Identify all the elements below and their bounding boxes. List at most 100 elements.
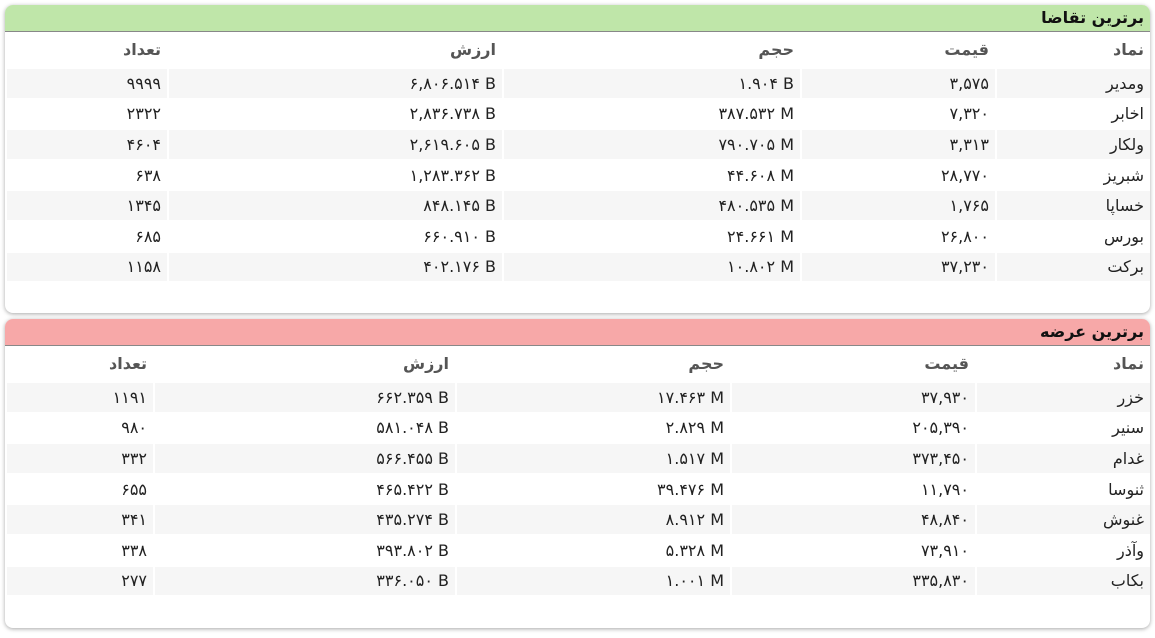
volume-cell: ۴۴.۶۰۸ M bbox=[502, 160, 800, 192]
table-row: برکت ۳۷,۲۳۰ ۱۰.۸۰۲ M ۴۰۲.۱۷۶ B ۱۱۵۸ bbox=[5, 252, 1150, 284]
count-cell: ۲۳۲۲ bbox=[5, 99, 167, 131]
symbol-cell: وآذر bbox=[975, 535, 1150, 567]
count-text: ۳۳۸ bbox=[121, 540, 147, 560]
symbol-cell: برکت bbox=[995, 252, 1150, 284]
value-cell: ۸۴۸.۱۴۵ B bbox=[167, 191, 502, 222]
symbol-text: ثنوسا bbox=[1108, 479, 1144, 499]
price-text: ۳۷,۲۳۰ bbox=[940, 257, 989, 277]
count-cell: ۹۹۹۹ bbox=[5, 69, 167, 100]
value-cell: ۳۹۳.۸۰۲ B bbox=[153, 535, 455, 567]
symbol-text: برکت bbox=[1107, 257, 1144, 277]
volume-cell: ۱.۹۰۴ B bbox=[502, 69, 800, 100]
value-text: ۱,۲۸۳.۳۶۲ B bbox=[409, 165, 496, 185]
column-header: قیمت bbox=[800, 32, 995, 69]
volume-cell: ۲.۸۲۹ M bbox=[455, 413, 730, 445]
symbol-cell: ولکار bbox=[995, 130, 1150, 161]
value-text: ۴۳۵.۲۷۴ B bbox=[376, 510, 449, 530]
table-row: غنوش ۴۸,۸۴۰ ۸.۹۱۲ M ۴۳۵.۲۷۴ B ۳۴۱ bbox=[5, 505, 1150, 536]
price-cell: ۳,۵۷۵ bbox=[800, 69, 995, 100]
symbol-text: ومدیر bbox=[1106, 73, 1144, 93]
column-header: تعداد bbox=[5, 32, 167, 69]
volume-text: ۱.۰۰۱ M bbox=[665, 571, 724, 591]
symbol-text: وآذر bbox=[1116, 540, 1144, 560]
symbol-cell: غدام bbox=[975, 444, 1150, 475]
volume-cell: ۷۹۰.۷۰۵ M bbox=[502, 130, 800, 161]
price-text: ۲۸,۷۷۰ bbox=[940, 165, 989, 185]
symbol-text: غنوش bbox=[1103, 510, 1144, 530]
count-text: ۹۸۰ bbox=[121, 418, 147, 438]
value-cell: ۴۳۵.۲۷۴ B bbox=[153, 505, 455, 536]
price-text: ۲۶,۸۰۰ bbox=[940, 226, 989, 246]
price-cell: ۳۳۵,۸۳۰ bbox=[730, 566, 975, 598]
count-cell: ۱۱۹۱ bbox=[5, 383, 153, 414]
column-header: ارزش bbox=[167, 32, 502, 69]
symbol-cell: خساپا bbox=[995, 191, 1150, 222]
count-text: ۱۱۵۸ bbox=[126, 257, 161, 277]
value-cell: ۶۶۲.۳۵۹ B bbox=[153, 383, 455, 414]
price-cell: ۳۷۳,۴۵۰ bbox=[730, 444, 975, 475]
header-row: نماد قیمت حجم ارزش تعداد bbox=[5, 32, 1150, 69]
count-cell: ۶۸۵ bbox=[5, 221, 167, 253]
price-cell: ۲۸,۷۷۰ bbox=[800, 160, 995, 192]
column-header: حجم bbox=[502, 32, 800, 69]
volume-cell: ۳۸۷.۵۳۲ M bbox=[502, 99, 800, 131]
demand-panel: برترین تقاضا نماد قیمت حجم ارزش تعداد ومدیر ۳,… bbox=[5, 5, 1150, 313]
symbol-cell: خزر bbox=[975, 383, 1150, 414]
value-text: ۶۶۰.۹۱۰ B bbox=[423, 226, 496, 246]
price-text: ۳,۵۷۵ bbox=[949, 73, 989, 93]
volume-cell: ۱.۵۱۷ M bbox=[455, 444, 730, 475]
price-text: ۷۳,۹۱۰ bbox=[920, 540, 969, 560]
table-row: غدام ۳۷۳,۴۵۰ ۱.۵۱۷ M ۵۶۶.۴۵۵ B ۳۳۲ bbox=[5, 444, 1150, 475]
volume-cell: ۳۹.۴۷۶ M bbox=[455, 474, 730, 506]
count-cell: ۹۸۰ bbox=[5, 413, 153, 445]
column-header: نماد bbox=[975, 346, 1150, 383]
volume-text: ۳۸۷.۵۳۲ M bbox=[718, 104, 794, 124]
symbol-text: شبریز bbox=[1103, 165, 1144, 185]
price-cell: ۲۶,۸۰۰ bbox=[800, 221, 995, 253]
price-cell: ۷,۳۲۰ bbox=[800, 99, 995, 131]
value-text: ۸۴۸.۱۴۵ B bbox=[423, 196, 496, 216]
volume-cell: ۱.۰۰۱ M bbox=[455, 566, 730, 598]
price-text: ۳۷۳,۴۵۰ bbox=[912, 448, 969, 468]
table-row: اخابر ۷,۳۲۰ ۳۸۷.۵۳۲ M ۲,۸۳۶.۷۳۸ B ۲۳۲۲ bbox=[5, 99, 1150, 131]
value-text: ۶,۸۰۶.۵۱۴ B bbox=[409, 73, 496, 93]
count-text: ۳۴۱ bbox=[121, 510, 147, 530]
value-cell: ۳۳۶.۰۵۰ B bbox=[153, 566, 455, 598]
symbol-text: بکاب bbox=[1110, 571, 1144, 591]
value-text: ۳۹۳.۸۰۲ B bbox=[376, 540, 449, 560]
column-header: حجم bbox=[455, 346, 730, 383]
price-cell: ۱,۷۶۵ bbox=[800, 191, 995, 222]
count-text: ۴۶۰۴ bbox=[126, 134, 161, 154]
column-header: ارزش bbox=[153, 346, 455, 383]
volume-text: ۱.۹۰۴ B bbox=[738, 73, 794, 93]
price-cell: ۴۸,۸۴۰ bbox=[730, 505, 975, 536]
volume-text: ۱۰.۸۰۲ M bbox=[727, 257, 794, 277]
symbol-text: سنیر bbox=[1112, 418, 1144, 438]
header-row: نماد قیمت حجم ارزش تعداد bbox=[5, 346, 1150, 383]
price-cell: ۳,۳۱۳ bbox=[800, 130, 995, 161]
volume-text: ۲.۸۲۹ M bbox=[665, 418, 724, 438]
supply-panel: برترین عرضه نماد قیمت حجم ارزش تعداد خزر ۳۷,۹۳… bbox=[5, 319, 1150, 628]
count-cell: ۶۳۸ bbox=[5, 160, 167, 192]
price-cell: ۱۱,۷۹۰ bbox=[730, 474, 975, 506]
count-cell: ۳۳۲ bbox=[5, 444, 153, 475]
count-text: ۶۳۸ bbox=[135, 165, 161, 185]
price-text: ۷,۳۲۰ bbox=[949, 104, 989, 124]
volume-text: ۷۹۰.۷۰۵ M bbox=[718, 134, 794, 154]
value-text: ۶۶۲.۳۵۹ B bbox=[376, 387, 449, 407]
value-text: ۲,۸۳۶.۷۳۸ B bbox=[409, 104, 496, 124]
volume-text: ۳۹.۴۷۶ M bbox=[657, 479, 724, 499]
count-text: ۶۵۵ bbox=[121, 479, 147, 499]
table-row: ولکار ۳,۳۱۳ ۷۹۰.۷۰۵ M ۲,۶۱۹.۶۰۵ B ۴۶۰۴ bbox=[5, 130, 1150, 161]
volume-text: ۵.۳۲۸ M bbox=[665, 540, 724, 560]
volume-text: ۱.۵۱۷ M bbox=[665, 448, 724, 468]
table-row: وآذر ۷۳,۹۱۰ ۵.۳۲۸ M ۳۹۳.۸۰۲ B ۳۳۸ bbox=[5, 535, 1150, 567]
value-text: ۲,۶۱۹.۶۰۵ B bbox=[409, 134, 496, 154]
symbol-cell: ثنوسا bbox=[975, 474, 1150, 506]
value-cell: ۶۶۰.۹۱۰ B bbox=[167, 221, 502, 253]
table-row: خساپا ۱,۷۶۵ ۴۸۰.۵۳۵ M ۸۴۸.۱۴۵ B ۱۳۴۵ bbox=[5, 191, 1150, 222]
column-header: تعداد bbox=[5, 346, 153, 383]
panel-title: برترین عرضه bbox=[5, 319, 1150, 346]
table-row: ومدیر ۳,۵۷۵ ۱.۹۰۴ B ۶,۸۰۶.۵۱۴ B ۹۹۹۹ bbox=[5, 69, 1150, 100]
